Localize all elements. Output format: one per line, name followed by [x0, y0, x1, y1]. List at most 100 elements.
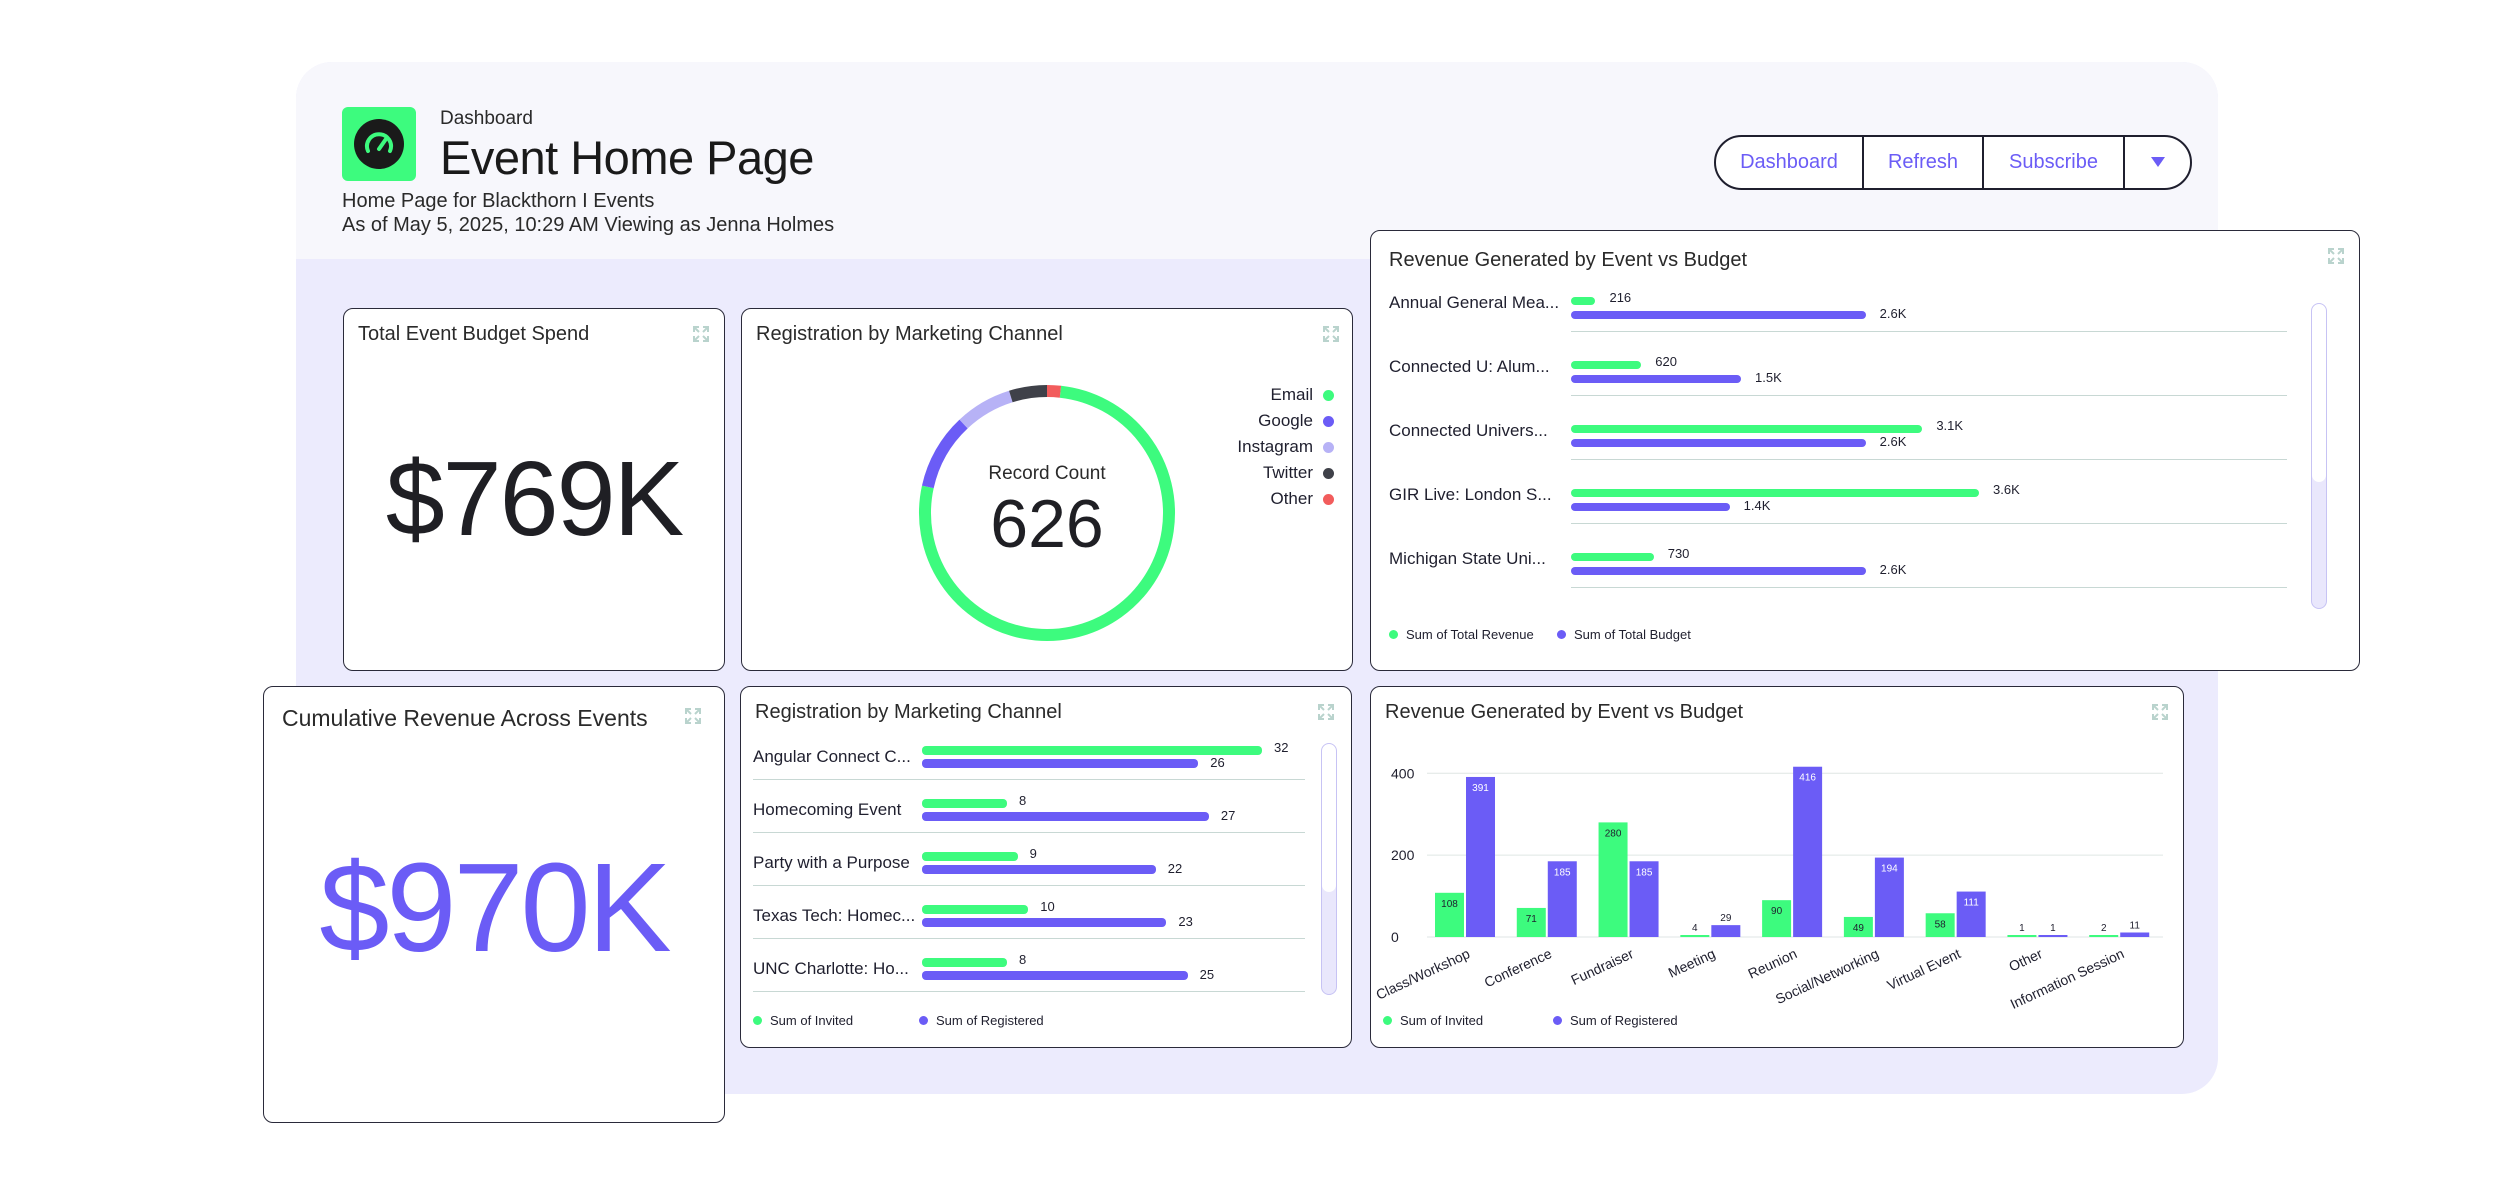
budget-bar — [1571, 439, 1866, 447]
legend-swatch — [1323, 493, 1334, 505]
registered-column[interactable] — [1711, 925, 1741, 937]
event-label: Annual General Mea... — [1389, 293, 1560, 312]
card-title: Revenue Generated by Event vs Budget — [1385, 701, 1744, 723]
registered-column-label: 11 — [2130, 920, 2141, 931]
invited-bar-label: 9 — [1029, 846, 1037, 861]
row-divider — [1571, 395, 2287, 396]
registered-column[interactable] — [1956, 891, 1986, 937]
expand-icon[interactable] — [684, 707, 702, 725]
cumulative-revenue-card: Cumulative Revenue Across Events $970K — [263, 686, 725, 1123]
scrollbar-thumb[interactable] — [2312, 304, 2326, 482]
legend-label: Instagram — [1237, 437, 1313, 456]
subscribe-button[interactable]: Subscribe — [1984, 137, 2125, 188]
row-divider — [1571, 587, 2287, 588]
registered-column[interactable] — [1793, 766, 1823, 937]
invited-column[interactable] — [1680, 935, 1710, 937]
expand-icon[interactable] — [692, 325, 710, 343]
invited-column-label: 71 — [1526, 914, 1538, 925]
legend-item: Sum of Invited — [1383, 1013, 1483, 1028]
event-label: UNC Charlotte: Ho... — [753, 959, 909, 978]
event-label: Homecoming Event — [753, 800, 902, 819]
expand-icon[interactable] — [1322, 325, 1340, 343]
donut-center-label: Record Count — [988, 463, 1106, 484]
event-label: Party with a Purpose — [753, 853, 910, 872]
scrollbar[interactable] — [1321, 743, 1337, 995]
expand-icon[interactable] — [2327, 247, 2345, 265]
invited-column[interactable] — [1516, 907, 1546, 937]
x-tick-label: Class/Workshop — [1373, 945, 1472, 1003]
x-tick-label: Other — [2006, 945, 2045, 974]
more-actions-button[interactable] — [2125, 137, 2190, 188]
scrollbar[interactable] — [2311, 303, 2327, 609]
row-divider — [753, 885, 1305, 886]
legend-swatch — [1323, 441, 1334, 453]
donut-slice-email[interactable] — [919, 385, 1175, 641]
invited-column[interactable] — [1435, 892, 1464, 937]
registered-column[interactable] — [1629, 861, 1659, 937]
revenue-bar — [1571, 297, 1596, 305]
row-divider — [1571, 331, 2287, 332]
header-button-group: Dashboard Refresh Subscribe — [1714, 135, 2192, 190]
invited-bar — [922, 852, 1018, 861]
legend-item: Sum of Registered — [919, 1013, 1044, 1028]
invited-column[interactable] — [1598, 822, 1628, 937]
legend-item: Sum of Invited — [753, 1013, 853, 1028]
registered-column[interactable] — [1547, 861, 1577, 937]
revenue-bar — [1571, 425, 1923, 433]
invited-bar-label: 8 — [1019, 793, 1027, 808]
expand-icon[interactable] — [2151, 703, 2169, 721]
registered-bar-label: 25 — [1199, 967, 1215, 982]
legend-label: Email — [1270, 385, 1313, 404]
registered-column[interactable] — [1466, 776, 1495, 937]
invited-column[interactable] — [1925, 913, 1955, 937]
donut-slice-google[interactable] — [921, 419, 968, 489]
legend-label: Other — [1270, 489, 1313, 508]
registered-bar — [922, 865, 1156, 874]
invited-column[interactable] — [2007, 935, 2037, 937]
dashboard-button[interactable]: Dashboard — [1716, 137, 1864, 188]
legend-swatch — [1323, 389, 1334, 401]
legend-item: Instagram — [1237, 437, 1334, 457]
registered-column[interactable] — [1874, 857, 1904, 937]
y-tick-label: 0 — [1391, 929, 1399, 945]
legend-item: Sum of Registered — [1553, 1013, 1678, 1028]
revenue-bar-label: 216 — [1609, 290, 1632, 305]
legend-item: Twitter — [1263, 463, 1334, 483]
donut-slice-instagram[interactable] — [959, 390, 1013, 429]
invited-column-label: 58 — [1935, 919, 1947, 930]
expand-icon[interactable] — [1317, 703, 1335, 721]
revenue-column-chart: 400 200 0 108 391 Class/Workshop 71 185 Conferen… — [1373, 765, 2163, 1012]
revenue-bar — [1571, 489, 1979, 497]
invited-column-label: 4 — [1692, 923, 1698, 934]
legend-swatch — [1323, 467, 1334, 479]
registered-column-label: 391 — [1472, 783, 1489, 794]
legend-item: Sum of Total Budget — [1557, 627, 1691, 642]
event-label: Angular Connect C... — [753, 747, 911, 766]
invited-column[interactable] — [2089, 935, 2119, 937]
legend-label: Twitter — [1262, 463, 1313, 482]
breadcrumb[interactable]: Dashboard — [440, 108, 533, 129]
invited-column-label: 2 — [2101, 923, 2107, 934]
row-divider — [753, 938, 1305, 939]
donut-slice-other[interactable] — [1046, 385, 1062, 398]
invited-column[interactable] — [1762, 900, 1792, 937]
cumulative-revenue-value: $970K — [319, 837, 671, 978]
row-divider — [753, 832, 1305, 833]
y-tick-label: 200 — [1391, 847, 1415, 863]
refresh-button[interactable]: Refresh — [1864, 137, 1984, 188]
card-title: Registration by Marketing Channel — [755, 701, 1062, 723]
invited-column[interactable] — [1843, 916, 1873, 937]
invited-column-label: 108 — [1441, 899, 1458, 910]
registered-bar — [922, 759, 1199, 768]
budget-bar-label: 2.6K — [1879, 434, 1907, 449]
revenue-bar-label: 3.6K — [1993, 482, 2020, 497]
registration-bars-card: Registration by Marketing Channel Angula… — [740, 686, 1352, 1048]
x-tick-label: Virtual Event — [1884, 945, 1963, 993]
donut-slice-twitter[interactable] — [1009, 385, 1048, 403]
registered-column[interactable] — [2038, 935, 2068, 937]
gauge-icon — [354, 119, 404, 169]
registered-column[interactable] — [2120, 932, 2150, 937]
registered-column-label: 29 — [1720, 913, 1732, 924]
registered-column-label: 185 — [1554, 867, 1571, 878]
scrollbar-thumb[interactable] — [1322, 744, 1336, 892]
